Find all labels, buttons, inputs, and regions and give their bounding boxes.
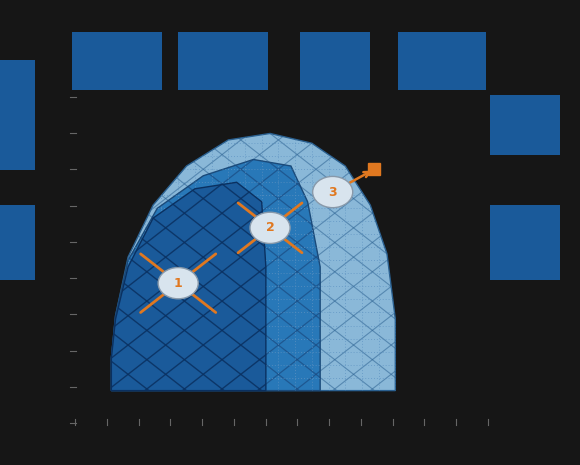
- Polygon shape: [490, 155, 530, 205]
- Polygon shape: [111, 159, 320, 391]
- Bar: [300, 32, 370, 90]
- Circle shape: [313, 176, 353, 208]
- Bar: [0, 205, 35, 280]
- Bar: [72, 32, 162, 90]
- Bar: [490, 0, 580, 465]
- Text: 2: 2: [266, 221, 274, 234]
- Text: 1: 1: [174, 277, 183, 290]
- Polygon shape: [398, 4, 486, 32]
- Bar: [398, 32, 486, 90]
- Polygon shape: [490, 95, 560, 155]
- Circle shape: [250, 212, 290, 244]
- Polygon shape: [72, 4, 162, 32]
- Polygon shape: [490, 205, 560, 280]
- Polygon shape: [300, 4, 370, 32]
- Polygon shape: [178, 4, 268, 32]
- Bar: [0, 0, 70, 465]
- Bar: [0, 60, 35, 105]
- Bar: [0, 95, 35, 170]
- Polygon shape: [111, 133, 396, 391]
- Circle shape: [158, 267, 198, 299]
- Text: 3: 3: [328, 186, 337, 199]
- Bar: [178, 32, 268, 90]
- Bar: [0, 425, 580, 465]
- Polygon shape: [111, 182, 266, 391]
- Bar: [0, 0, 580, 95]
